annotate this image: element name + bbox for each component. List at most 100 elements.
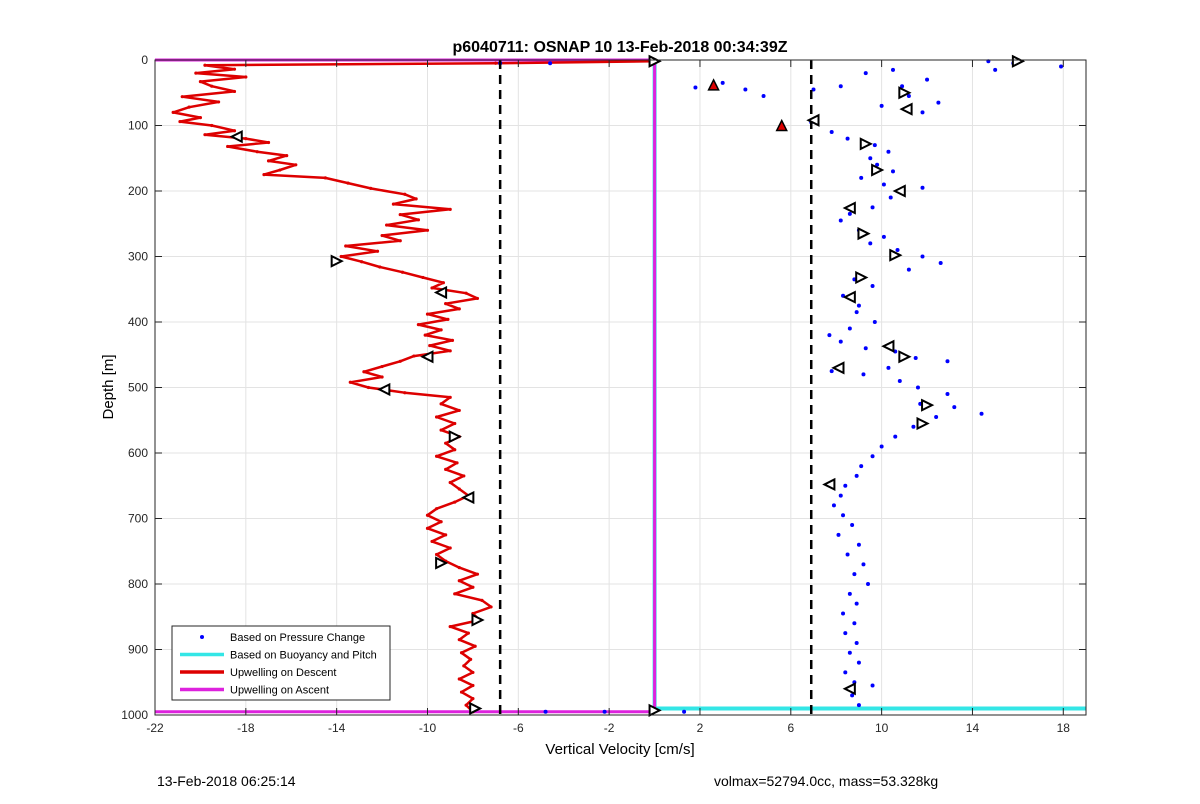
series-pressure-change-point [854,310,859,315]
series-pressure-change-point [1059,64,1064,69]
series-upwelling-descent-line [171,60,653,713]
series-upwelling-descent-point [366,385,371,390]
series-pressure-change-point [868,241,873,246]
series-pressure-change-point [879,103,884,108]
series-pressure-change-point [920,110,925,115]
series-pressure-change-point [886,365,891,370]
series-upwelling-descent-point [448,207,452,211]
series-pressure-change-point [945,392,950,397]
series-upwelling-descent-point [398,212,402,217]
series-upwelling-descent-point [434,552,439,557]
series-upwelling-descent-point [462,474,466,478]
series-upwelling-descent-point [375,249,380,253]
series-upwelling-descent-point [469,657,473,661]
series-upwelling-descent-point [344,244,348,248]
series-pressure-change-point [720,80,725,85]
series-pressure-change-point [850,693,855,698]
series-pressure-change-point [920,185,925,190]
series-pressure-change-point [906,94,911,99]
red-triangle-marker [707,78,720,91]
series-pressure-change-point [861,372,866,377]
legend: Based on Pressure Change Based on Buoyanc… [171,625,391,701]
series-upwelling-descent-point [232,129,237,133]
series-upwelling-descent-point [439,428,443,432]
triangle-marker [1011,54,1026,68]
series-pressure-change-point [872,320,877,324]
series-pressure-change-point [859,175,864,180]
y-tick-label: 500 [128,381,148,395]
x-tick-label: -10 [419,721,437,735]
series-pressure-change-point [920,254,925,259]
series-upwelling-descent-point [475,296,480,301]
y-tick-label: 0 [141,53,148,67]
series-pressure-change-point [761,94,766,99]
series-pressure-change-point [854,640,859,645]
series-pressure-change-point [743,87,748,92]
triangle-marker [842,290,856,304]
series-pressure-change-point [811,87,816,92]
series-pressure-change-point [925,77,930,82]
legend-entry-label: Based on Buoyancy and Pitch [230,650,377,662]
series-upwelling-descent-point [439,520,443,524]
series-upwelling-descent-point [194,71,198,75]
series-pressure-change-point [870,283,875,288]
series-upwelling-descent-point [466,631,470,635]
series-upwelling-descent-point [412,354,416,358]
series-upwelling-descent-point [453,500,457,504]
triangle-marker [435,556,449,570]
series-pressure-change-point [838,339,843,344]
series-pressure-change-point [829,369,834,374]
series-pressure-change-point [693,85,698,90]
triangle-marker [448,430,462,444]
series-pressure-change-point [838,493,843,498]
y-tick-label: 300 [128,250,148,264]
y-tick-label: 100 [128,119,148,133]
series-upwelling-descent-point [266,140,271,145]
triangle-marker [229,130,243,144]
series-upwelling-descent-point [398,359,402,363]
series-upwelling-descent-point [459,651,464,655]
series-upwelling-descent-point [187,105,191,109]
series-upwelling-descent-point [403,391,407,395]
chart-title: p6040711: OSNAP 10 13-Feb-2018 00:34:39Z [452,39,787,56]
series-pressure-change-point [993,67,998,72]
series-pressure-change-point [838,84,843,89]
series-upwelling-descent-point [378,265,382,269]
series-upwelling-descent-point [216,100,221,104]
series-upwelling-descent-point [425,526,430,530]
series-pressure-change-point [890,67,895,72]
series-pressure-change-point [856,542,861,547]
series-upwelling-descent-point [244,75,248,79]
series-pressure-change-point [945,359,950,364]
series-upwelling-descent-point [457,677,461,681]
series-upwelling-descent-point [430,286,434,290]
series-pressure-change-point [843,483,848,488]
y-tick-label: 900 [128,643,148,657]
series-upwelling-descent-point [459,690,464,694]
series-upwelling-descent-point [425,228,430,232]
series-upwelling-descent-point [464,703,468,707]
series-pressure-change-point [906,267,911,272]
series-upwelling-descent-point [448,395,452,399]
series-upwelling-descent-point [226,144,230,149]
series-upwelling-descent-point [414,197,418,201]
series-upwelling-descent-point [416,218,421,222]
series-pressure-change-point [890,169,895,174]
legend-box [171,625,391,701]
series-upwelling-descent-point [380,375,384,379]
series-upwelling-descent-point [434,507,439,511]
series-pressure-change-point [872,143,877,148]
triangle-marker [461,490,475,505]
series-upwelling-descent-point [198,80,203,84]
triangle-marker [881,339,895,353]
series-upwelling-descent-point [262,173,266,177]
series-pressure-change-point [682,709,687,714]
series-pressure-change-point [847,326,852,331]
series-upwelling-descent-point [434,454,439,458]
series-upwelling-descent-point [323,176,327,180]
series-pressure-change-point [888,195,893,200]
series-upwelling-descent-point [471,697,475,701]
series-upwelling-descent-point [439,402,443,406]
series-upwelling-descent-point [453,592,457,596]
legend-entry-label: Upwelling on Ascent [230,685,329,697]
